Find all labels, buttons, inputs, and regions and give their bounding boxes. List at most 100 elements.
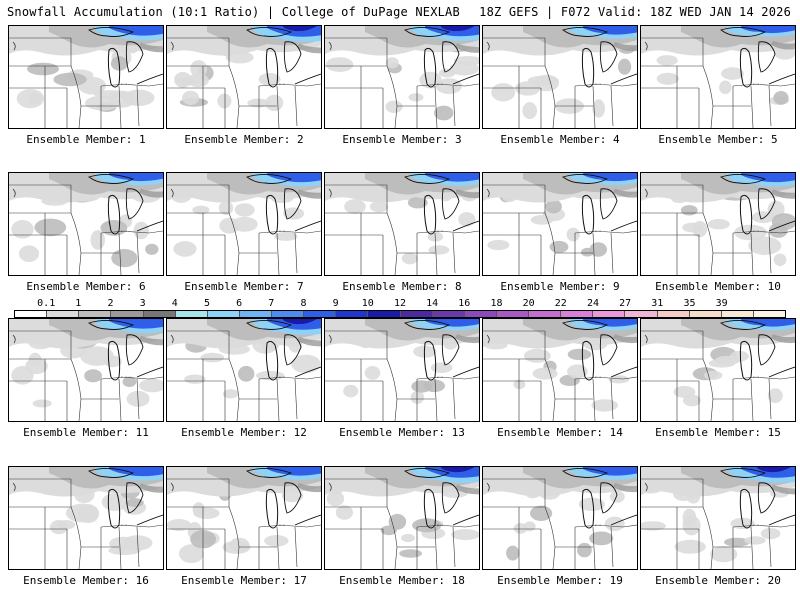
lake-huron — [441, 41, 479, 85]
lake-superior — [88, 174, 135, 184]
ensemble-member-label: Ensemble Member: 1 — [26, 133, 146, 146]
snow-shading — [167, 319, 321, 399]
ensemble-member-label: Ensemble Member: 7 — [184, 280, 304, 293]
lake-michigan — [739, 47, 753, 88]
lake-huron — [441, 482, 479, 526]
colorbar-label: 18 — [490, 298, 503, 309]
colorbar-swatch — [753, 311, 785, 317]
state-borders — [325, 330, 479, 421]
ensemble-map-panel — [324, 466, 480, 570]
colorbar-swatch — [464, 311, 497, 317]
lake-superior — [404, 174, 451, 184]
ensemble-map-panel — [640, 172, 796, 276]
lake-superior — [404, 320, 451, 330]
colorbar-swatch — [15, 311, 48, 317]
snowfall-map — [325, 319, 479, 421]
snowfall-map — [641, 467, 795, 569]
lake-michigan — [107, 488, 121, 529]
colorbar-swatch — [272, 311, 305, 317]
snowfall-map — [641, 26, 795, 128]
lake-michigan — [265, 340, 279, 381]
lake-michigan — [581, 194, 595, 235]
snow-shading — [167, 467, 321, 564]
lake-superior — [720, 320, 767, 330]
lake-superior — [720, 468, 767, 478]
lake-superior — [562, 27, 609, 37]
ensemble-member-label: Ensemble Member: 14 — [497, 426, 623, 439]
snowfall-map — [167, 26, 321, 128]
lake-michigan — [739, 340, 753, 381]
lake-michigan — [581, 340, 595, 381]
lake-huron — [125, 41, 163, 85]
state-borders — [167, 37, 321, 128]
lake-huron — [125, 334, 163, 378]
colorbar-swatch — [625, 311, 658, 317]
ensemble-map-panel — [166, 318, 322, 422]
colorbar-label: 7 — [268, 298, 275, 309]
colorbar-label: 3 — [139, 298, 146, 309]
snowfall-map — [167, 467, 321, 569]
ensemble-member-label: Ensemble Member: 15 — [655, 426, 781, 439]
lake-superior — [246, 174, 293, 184]
lake-michigan — [739, 194, 753, 235]
lake-huron — [441, 188, 479, 232]
colorbar-label: 22 — [554, 298, 567, 309]
colorbar-label: 2 — [107, 298, 114, 309]
ensemble-member-label: Ensemble Member: 10 — [655, 280, 781, 293]
ensemble-map-panel — [482, 25, 638, 129]
state-borders — [483, 184, 637, 275]
snow-shading — [483, 319, 637, 412]
lake-huron — [599, 188, 637, 232]
snow-shading — [641, 467, 795, 563]
snowfall-map — [9, 319, 163, 421]
ensemble-map-panel — [8, 466, 164, 570]
colorbar-label: 5 — [203, 298, 211, 309]
lake-superior — [562, 468, 609, 478]
lake-huron — [757, 41, 795, 85]
lake-huron — [283, 188, 321, 232]
snow-shading — [483, 173, 637, 257]
colorbar-label: 39 — [715, 298, 728, 309]
colorbar-label: 9 — [332, 298, 339, 309]
colorbar-legend: 0.1 1 2 3 4 5 6 7 8 9 10 12 14 16 18 20 22 24 27 31 35 39 — [14, 298, 786, 318]
colorbar-swatch — [239, 311, 272, 317]
lake-superior — [246, 468, 293, 478]
snowfall-map — [325, 173, 479, 275]
snowfall-map — [167, 173, 321, 275]
lake-superior — [246, 27, 293, 37]
state-borders — [641, 330, 795, 421]
ensemble-map-panel — [166, 466, 322, 570]
ensemble-member-label: Ensemble Member: 19 — [497, 574, 623, 587]
snowfall-map — [483, 319, 637, 421]
snowfall-map — [325, 467, 479, 569]
lake-superior — [562, 174, 609, 184]
colorbar-swatch — [496, 311, 529, 317]
ensemble-member-label: Ensemble Member: 16 — [23, 574, 149, 587]
lake-superior — [88, 320, 135, 330]
lake-superior — [720, 27, 767, 37]
lake-huron — [757, 188, 795, 232]
colorbar-label: 24 — [586, 298, 600, 309]
colorbar-swatch — [79, 311, 112, 317]
snow-shading — [325, 26, 479, 121]
lake-michigan — [265, 488, 279, 529]
ensemble-map-panel — [8, 318, 164, 422]
valid-time: 18Z GEFS | F072 Valid: 18Z WED JAN 14 20… — [479, 5, 791, 19]
ensemble-map-panel — [324, 318, 480, 422]
state-borders — [167, 330, 321, 421]
ensemble-member-label: Ensemble Member: 3 — [342, 133, 462, 146]
lake-michigan — [107, 194, 121, 235]
ensemble-map-panel — [166, 172, 322, 276]
state-borders — [9, 478, 163, 569]
lake-michigan — [423, 488, 437, 529]
lake-huron — [599, 41, 637, 85]
state-borders — [483, 37, 637, 128]
colorbar-label: 8 — [300, 298, 307, 309]
lake-superior — [720, 174, 767, 184]
lake-huron — [125, 482, 163, 526]
snow-shading — [167, 26, 321, 112]
snow-shading — [483, 26, 637, 120]
snow-shading — [325, 467, 479, 558]
lake-superior — [88, 27, 135, 37]
state-borders — [641, 184, 795, 275]
